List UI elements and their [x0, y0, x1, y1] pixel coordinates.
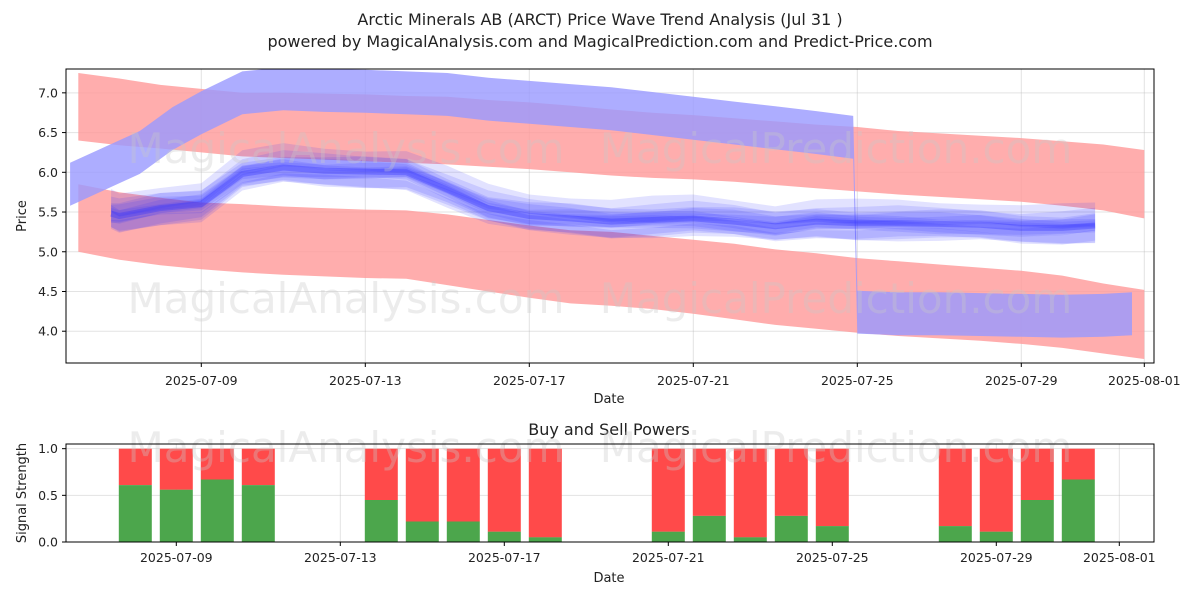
buy-power-bar [1061, 479, 1095, 542]
buy-power-bar [938, 526, 972, 542]
buy-power-bar [692, 515, 726, 542]
power-x-axis-label: Date [593, 571, 624, 586]
power-y-tick-label: 0.0 [38, 535, 58, 550]
price-x-tick-label: 2025-08-01 [1108, 373, 1181, 388]
power-x-tick-label: 2025-07-21 [632, 550, 705, 565]
sell-power-bar [528, 448, 562, 538]
wave-ribbon [111, 159, 1096, 245]
price-y-tick-label: 6.5 [38, 125, 58, 140]
sell-power-bar [774, 448, 808, 516]
wave-ribbon [111, 156, 1096, 235]
buy-power-bar [159, 489, 193, 542]
sell-power-bar [405, 448, 439, 522]
price-chart: MagicalAnalysis.com MagicalPrediction.co… [15, 68, 1181, 407]
sell-power-bar [1061, 448, 1095, 480]
buy-power-bar [815, 526, 849, 542]
chart-subtitle: powered by MagicalAnalysis.com and Magic… [267, 32, 932, 51]
wave-core-line [110, 164, 1096, 231]
price-x-tick-label: 2025-07-25 [821, 373, 894, 388]
buy-power-bar [733, 537, 767, 542]
power-x-tick-label: 2025-07-25 [796, 550, 869, 565]
buy-power-bar [241, 485, 275, 542]
buy-power-bar [364, 500, 398, 542]
watermark-text: MagicalPrediction.com [600, 274, 1073, 323]
sell-power-bar [241, 448, 275, 486]
buy-power-bar [118, 485, 152, 542]
power-x-tick-label: 2025-07-17 [468, 550, 541, 565]
price-x-tick-label: 2025-07-21 [657, 373, 730, 388]
buy-power-bar [979, 531, 1013, 542]
price-watermarks: MagicalAnalysis.com MagicalPrediction.co… [128, 124, 1073, 323]
sell-power-bar [651, 448, 685, 532]
price-y-tick-label: 6.0 [38, 165, 58, 180]
power-y-axis-label: Signal Strength [15, 443, 30, 543]
price-x-tick-label: 2025-07-09 [165, 373, 238, 388]
wave-ribbon [111, 173, 1096, 244]
sell-power-bar [979, 448, 1013, 532]
buy-power-bar [200, 479, 234, 542]
sell-power-bar [159, 448, 193, 490]
buy-power-bar [487, 531, 521, 542]
sell-power-bar [733, 448, 767, 538]
power-ticks: 2025-07-09 2025-07-13 2025-07-17 2025-07-21… [38, 441, 1156, 565]
price-x-axis-label: Date [593, 392, 624, 407]
wave-ribbon [111, 164, 1096, 237]
buy-power-bar [651, 531, 685, 542]
buy-power-bar [528, 537, 562, 542]
sell-power-bar [118, 448, 152, 486]
power-y-tick-label: 1.0 [38, 441, 58, 456]
price-y-tick-label: 5.5 [38, 205, 58, 220]
power-y-tick-label: 0.5 [38, 488, 58, 503]
watermark-text: MagicalPrediction.com [600, 423, 1073, 472]
power-plot-frame [65, 443, 1155, 543]
sell-power-bar [815, 448, 849, 527]
chart-title: Arctic Minerals AB (ARCT) Price Wave Tre… [357, 10, 842, 29]
wave-ribbon [111, 164, 1096, 245]
wave-ribbon [111, 158, 1096, 227]
price-x-tick-label: 2025-07-13 [329, 373, 402, 388]
sell-power-bar [446, 448, 480, 522]
power-x-tick-label: 2025-07-29 [960, 550, 1033, 565]
trend-ribbon [70, 69, 1132, 338]
watermark-text: MagicalPrediction.com [600, 124, 1073, 173]
price-x-tick-label: 2025-07-29 [985, 373, 1058, 388]
price-y-tick-label: 4.5 [38, 284, 58, 299]
price-y-tick-label: 4.0 [38, 324, 58, 339]
sell-power-bar [692, 448, 726, 516]
power-x-tick-label: 2025-08-01 [1083, 550, 1156, 565]
power-x-tick-label: 2025-07-13 [304, 550, 377, 565]
buy-power-bar [774, 515, 808, 542]
sell-power-bar [487, 448, 521, 532]
watermark-text: MagicalAnalysis.com [128, 274, 565, 323]
price-y-tick-label: 7.0 [38, 85, 58, 100]
power-chart: Buy and Sell Powers MagicalAnalysis.com … [15, 420, 1156, 586]
price-plot-frame [65, 68, 1155, 364]
power-watermarks: MagicalAnalysis.com MagicalPrediction.co… [128, 423, 1073, 472]
buy-power-bar [405, 521, 439, 542]
sell-power-bar [1020, 448, 1054, 500]
price-ticks: 2025-07-09 2025-07-13 2025-07-17 2025-07-21… [38, 85, 1181, 388]
watermark-text: MagicalAnalysis.com [128, 423, 565, 472]
price-plot-area [70, 69, 1145, 359]
watermark-text: MagicalAnalysis.com [128, 124, 565, 173]
wave-ribbon [111, 143, 1096, 229]
power-chart-title: Buy and Sell Powers [528, 420, 690, 439]
price-y-tick-label: 5.0 [38, 244, 58, 259]
buy-power-bar [446, 521, 480, 542]
wave-ribbon [111, 150, 1096, 229]
price-y-axis-label: Price [15, 200, 30, 232]
price-series-group [70, 69, 1145, 359]
power-x-tick-label: 2025-07-09 [140, 550, 213, 565]
buy-power-bar [1020, 500, 1054, 542]
power-bars [118, 448, 1095, 542]
sell-power-bar [364, 448, 398, 500]
price-x-tick-label: 2025-07-17 [493, 373, 566, 388]
wave-ribbon [111, 162, 1096, 237]
sell-power-bar [200, 448, 234, 480]
sell-power-bar [938, 448, 972, 527]
